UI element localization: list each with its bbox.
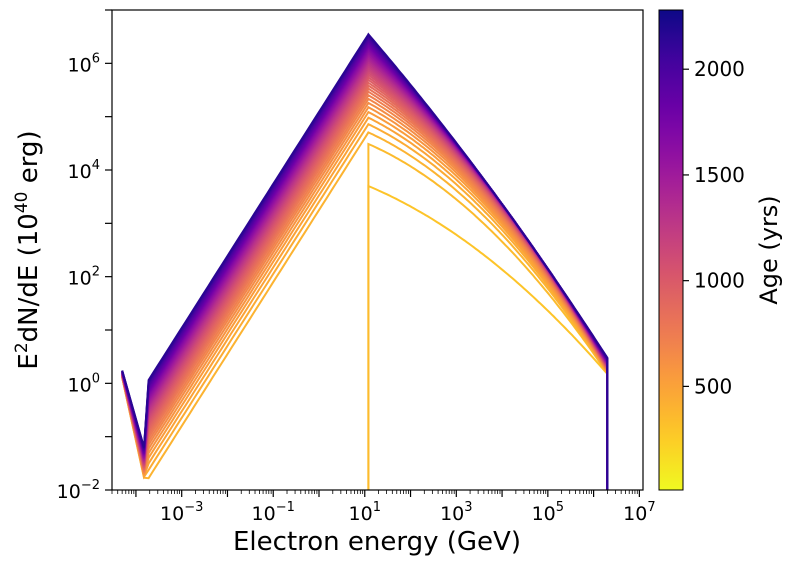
colorbar-tick-label: 1000 xyxy=(694,269,745,293)
x-tick-label: 10−3 xyxy=(160,500,203,525)
spectrum-line-age-442 xyxy=(121,122,609,490)
series-group xyxy=(121,32,609,490)
x-tick-label: 103 xyxy=(440,500,472,525)
spectrum-line-age-490 xyxy=(121,116,609,490)
x-tick-label: 10−1 xyxy=(252,500,295,525)
spectrum-line-age-395 xyxy=(121,131,609,490)
y-label-middle-sup: 40 xyxy=(12,192,32,214)
colorbar-label: Age (yrs) xyxy=(755,195,783,304)
x-tick-label: 105 xyxy=(532,500,564,525)
colorbar: 500 1000 1500 2000 Age (yrs) xyxy=(658,9,783,491)
y-label-middle: dN/dE (10 xyxy=(14,213,44,342)
y-tick-label: 104 xyxy=(68,158,100,183)
y-label-suffix: erg) xyxy=(14,130,44,191)
x-tick-label: 107 xyxy=(623,500,655,525)
spectrum-line-age-2150 xyxy=(121,32,609,490)
colorbar-gradient xyxy=(659,10,683,490)
x-axis: 10−3 10−1 101 103 105 107 xyxy=(111,490,656,525)
y-tick-label: 102 xyxy=(68,265,100,290)
y-label-prefix-sup: 2 xyxy=(12,342,32,353)
colorbar-frame xyxy=(658,9,684,491)
y-tick-label: 10−2 xyxy=(57,478,100,503)
colorbar-tick-label: 2000 xyxy=(694,57,745,81)
y-tick-label: 100 xyxy=(68,371,100,396)
colorbar-tick-label: 500 xyxy=(694,374,732,398)
colorbar-ticks: 500 1000 1500 2000 xyxy=(683,57,745,398)
x-tick-label: 101 xyxy=(349,500,381,525)
axes-frame xyxy=(111,9,644,491)
plot-area xyxy=(111,9,644,491)
y-axis-label: E2dN/dE (1040 erg) xyxy=(12,130,44,369)
y-tick-label: 106 xyxy=(68,51,100,76)
spectrum-line-age-300 xyxy=(367,184,609,490)
y-label-prefix: E xyxy=(14,353,44,369)
colorbar-tick-label: 1500 xyxy=(694,163,745,187)
y-axis: 10−2 100 102 104 106 xyxy=(57,9,112,503)
x-axis-label: Electron energy (GeV) xyxy=(233,527,521,557)
spectrum-line-age-347 xyxy=(367,142,609,490)
